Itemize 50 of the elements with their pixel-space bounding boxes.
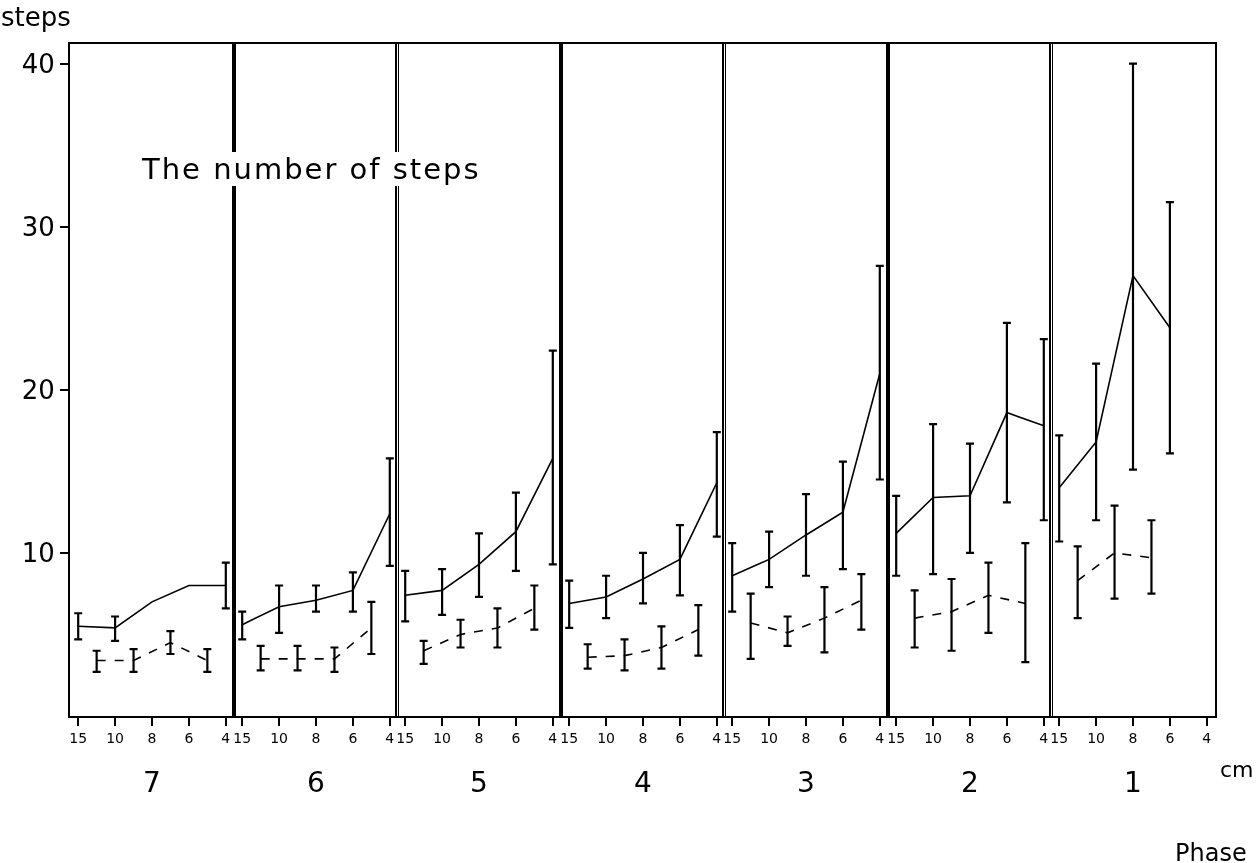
x-tick-label: 4 — [384, 729, 394, 746]
x-tick-label: 6 — [838, 729, 848, 746]
x-tick-label: 4 — [1202, 729, 1212, 746]
x-axis-title: 6 — [306, 766, 325, 800]
x-tick-label: 4 — [548, 729, 558, 746]
y-tick-label: 20 — [21, 374, 55, 405]
x-axis-title: 4 — [633, 766, 652, 800]
x-tick-label: 8 — [474, 729, 484, 746]
x-tick-label: 8 — [311, 729, 320, 746]
x-tick-label: 6 — [1001, 729, 1011, 746]
x-tick-label: 6 — [674, 729, 684, 746]
annotation: The number of steps — [136, 152, 487, 186]
x-tick-label: 10 — [596, 729, 615, 746]
text: Phase — [1175, 839, 1247, 863]
x-tick-label: 4 — [221, 729, 231, 746]
text: cm — [1220, 757, 1254, 782]
y-tick-label: 40 — [21, 48, 55, 79]
x-axis-title: 7 — [143, 766, 161, 800]
x-tick-label: 10 — [760, 729, 779, 746]
x-tick-label: 8 — [147, 729, 157, 746]
x-tick-label: 8 — [638, 729, 647, 746]
x-tick-label: 15 — [1050, 729, 1069, 746]
x-axis-title: 1 — [1124, 766, 1142, 800]
y-tick-label: 10 — [21, 537, 55, 568]
x-tick-label: 10 — [923, 729, 942, 746]
x-axis-title: 3 — [797, 766, 815, 800]
x-tick-label: 10 — [269, 729, 288, 746]
y-axis-title: steps — [1, 2, 71, 32]
x-tick-label: 15 — [69, 729, 88, 746]
x-axis-title: 5 — [470, 766, 488, 800]
x-tick-label: 15 — [559, 729, 578, 746]
x-tick-label: 6 — [1165, 729, 1175, 746]
x-tick-label: 15 — [723, 729, 742, 746]
x-tick-label: 8 — [965, 729, 974, 746]
x-tick-label: 4 — [1038, 729, 1048, 746]
y-tick-label: 30 — [21, 211, 55, 242]
x-axis-title: 2 — [960, 766, 979, 800]
x-tick-label: 10 — [1087, 729, 1106, 746]
x-tick-label: 15 — [396, 729, 415, 746]
x-tick-label: 4 — [711, 729, 721, 746]
x-tick-label: 8 — [801, 729, 811, 746]
x-tick-label: 6 — [347, 729, 357, 746]
x-tick-label: 4 — [875, 729, 885, 746]
x-tick-label: 10 — [106, 729, 125, 746]
x-tick-label: 15 — [886, 729, 905, 746]
x-tick-label: 10 — [433, 729, 452, 746]
x-tick-label: 8 — [1128, 729, 1138, 746]
x-tick-label: 6 — [184, 729, 194, 746]
x-tick-label: 6 — [511, 729, 521, 746]
x-tick-label: 15 — [232, 729, 251, 746]
